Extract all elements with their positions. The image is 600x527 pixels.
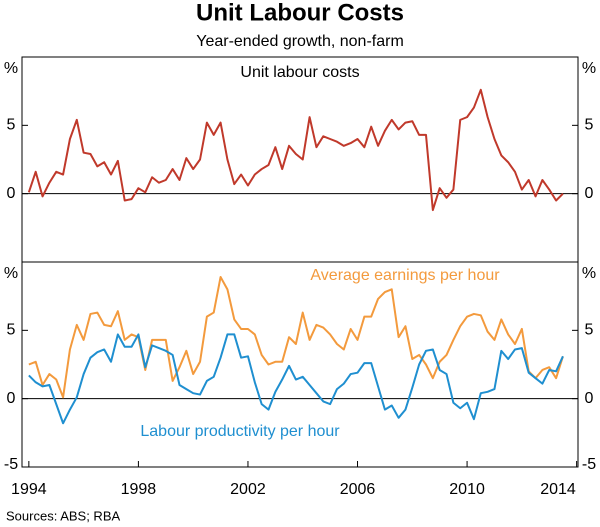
series-line — [28, 276, 564, 399]
y-tick-label: 0 — [7, 185, 16, 202]
y-tick-label: -5 — [582, 456, 596, 473]
y-tick-label: 5 — [7, 117, 16, 134]
y-tick-label: 5 — [585, 117, 594, 134]
x-tick-label: 1998 — [121, 481, 157, 498]
y-axis-label: % — [4, 265, 18, 282]
x-tick-label: 1994 — [11, 481, 47, 498]
y-tick-label: 5 — [7, 322, 16, 339]
y-tick-label: -5 — [4, 456, 18, 473]
plot-frame — [21, 56, 579, 263]
chart-title: Unit Labour Costs — [196, 0, 404, 26]
y-tick-label: 5 — [585, 322, 594, 339]
series-line — [28, 333, 564, 425]
series-label: Labour productivity per hour — [140, 423, 340, 440]
x-tick-label: 2002 — [230, 481, 266, 498]
x-tick-label: 2014 — [540, 481, 576, 498]
sources: Sources: ABS; RBA — [6, 508, 120, 523]
x-tick-label: 2006 — [340, 481, 376, 498]
plot-frame — [21, 261, 579, 468]
y-tick-label: 0 — [585, 185, 594, 202]
x-tick-label: 2010 — [449, 481, 485, 498]
y-axis-label: % — [4, 60, 18, 77]
y-axis-label: % — [582, 60, 596, 77]
series-label: Average earnings per hour — [310, 267, 500, 284]
series-label: Unit labour costs — [240, 64, 359, 81]
y-tick-label: 0 — [7, 390, 16, 407]
y-axis-label: % — [582, 265, 596, 282]
y-tick-label: 0 — [585, 390, 594, 407]
series-line — [27, 88, 564, 212]
chart-subtitle: Year-ended growth, non-farm — [196, 33, 404, 50]
